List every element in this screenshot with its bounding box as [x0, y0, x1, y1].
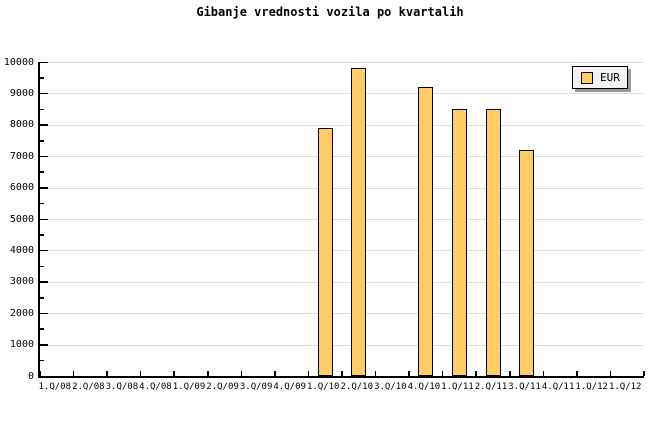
x-tick [341, 371, 343, 376]
y-minor-tick [40, 328, 44, 330]
y-tick-label: 3000 [9, 276, 34, 288]
x-tick-label: 1.Q/12 [575, 382, 608, 392]
y-major-tick [40, 124, 48, 126]
y-tick-label: 9000 [9, 87, 34, 99]
x-tick-label: 4.Q/11 [541, 382, 575, 392]
y-tick-label: 5000 [9, 213, 34, 225]
y-major-tick [40, 155, 48, 158]
x-tick [39, 371, 41, 376]
gridline [40, 219, 644, 220]
x-tick [408, 371, 410, 376]
y-major-tick [40, 375, 48, 377]
x-tick [542, 371, 545, 376]
x-tick-label: 1.Q/11 [441, 382, 474, 392]
y-major-tick [40, 187, 48, 189]
chart-title: Gibanje vrednosti vozila po kvartalih [196, 5, 464, 19]
y-tick-label: 10000 [3, 56, 34, 68]
x-tick-label: 1.Q/12 [608, 382, 642, 392]
bar-3.Q/11 [519, 149, 535, 376]
gridline [40, 344, 644, 346]
y-major-tick [40, 218, 48, 220]
x-tick [274, 371, 276, 376]
x-tick [72, 371, 75, 376]
x-tick-label: 4.Q/10 [407, 382, 441, 392]
x-tick-label: 3.Q/11 [508, 382, 541, 392]
y-major-tick [40, 344, 48, 346]
y-major-tick [40, 281, 48, 283]
x-tick [207, 371, 209, 376]
bar-4.Q/10 [418, 87, 434, 376]
bar-1.Q/11 [451, 109, 467, 376]
plot-area [38, 61, 645, 378]
gridline [40, 250, 644, 252]
gridline [40, 187, 644, 189]
y-minor-tick [40, 140, 44, 142]
y-minor-tick [40, 202, 44, 205]
x-tick-label: 1.Q/08 [38, 382, 72, 392]
x-tick-label: 3.Q/08 [105, 382, 139, 392]
gridline [40, 156, 644, 158]
gridline [40, 281, 644, 283]
y-minor-tick [40, 297, 44, 299]
y-minor-tick [40, 77, 44, 79]
gridline [40, 93, 644, 95]
y-major-tick [40, 61, 48, 63]
y-tick-label: 2000 [9, 307, 34, 319]
x-tick-label: 4.Q/09 [273, 382, 306, 392]
legend: EUR [572, 66, 628, 89]
x-tick-label: 2.Q/09 [206, 382, 239, 392]
x-tick [475, 371, 477, 376]
y-minor-tick [40, 234, 44, 236]
x-tick [643, 371, 645, 376]
x-tick [173, 371, 175, 376]
x-tick-label: 1.Q/10 [306, 382, 340, 392]
x-tick-label: 2.Q/08 [72, 382, 105, 392]
x-tick-label: 3.Q/10 [374, 382, 407, 392]
y-tick-label: 0 [27, 370, 34, 382]
x-tick [240, 371, 243, 376]
y-minor-tick [40, 265, 44, 268]
y-major-tick [40, 312, 48, 315]
legend-swatch-eur [581, 71, 593, 84]
bar-1.Q/10 [317, 127, 333, 376]
y-tick-label: 8000 [9, 119, 34, 131]
x-tick-label: 3.Q/09 [239, 382, 273, 392]
x-tick [576, 371, 578, 376]
x-tick [106, 371, 108, 376]
y-minor-tick [40, 359, 44, 362]
y-major-tick [40, 249, 48, 252]
y-tick-label: 6000 [9, 182, 34, 194]
y-tick-label: 7000 [9, 150, 34, 162]
legend-label: EUR [600, 71, 620, 84]
x-tick [139, 371, 142, 376]
x-tick [509, 371, 511, 376]
x-tick [441, 371, 444, 376]
gridline [40, 62, 644, 63]
x-tick [609, 371, 612, 376]
y-minor-tick [40, 108, 44, 111]
x-tick [374, 371, 377, 376]
gridline [40, 124, 644, 126]
x-tick-label: 1.Q/09 [172, 382, 206, 392]
x-tick-label: 2.Q/10 [340, 382, 374, 392]
y-minor-tick [40, 171, 44, 173]
gridline [40, 313, 644, 315]
y-tick-label: 1000 [9, 339, 34, 351]
bar-2.Q/10 [351, 68, 367, 376]
y-major-tick [40, 92, 48, 95]
x-tick-label: 2.Q/11 [474, 382, 508, 392]
x-tick [307, 371, 310, 376]
y-tick-label: 4000 [9, 244, 34, 256]
bar-2.Q/11 [485, 109, 501, 376]
x-tick-label: 4.Q/08 [139, 382, 172, 392]
